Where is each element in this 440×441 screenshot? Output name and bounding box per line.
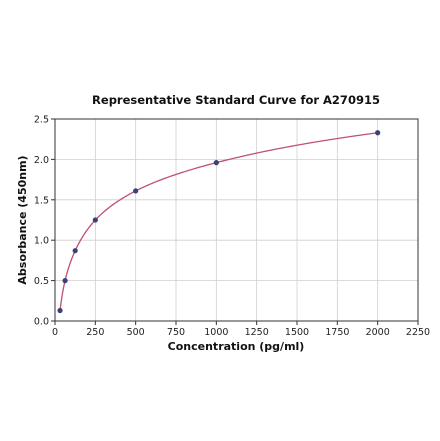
y-tick-label: 1.0: [34, 236, 49, 247]
plot-frame: [54, 118, 419, 322]
x-tick-label: 1500: [285, 327, 309, 338]
x-axis-label: Concentration (pg/ml): [168, 340, 305, 353]
axes: [54, 118, 419, 322]
y-axis-ticks: 0.0 0.5 1.0 1.5 2.0 2.5: [34, 115, 55, 328]
x-tick-label: 750: [167, 327, 185, 338]
data-points: [57, 130, 381, 314]
grid: [54, 118, 419, 322]
x-tick-label: 1250: [245, 327, 269, 338]
x-tick-label: 2250: [406, 327, 430, 338]
data-point: [72, 248, 78, 254]
data-point: [57, 307, 63, 314]
x-tick-label: 0: [52, 327, 58, 338]
data-point: [62, 278, 68, 284]
x-tick-label: 1750: [325, 327, 349, 338]
y-tick-label: 1.5: [34, 195, 49, 206]
y-tick-label: 0.5: [34, 276, 49, 287]
x-tick-label: 2000: [366, 327, 390, 338]
chart-title: Representative Standard Curve for A27091…: [92, 93, 380, 107]
y-tick-label: 2.5: [34, 115, 49, 126]
y-tick-label: 2.0: [34, 155, 49, 166]
data-point: [375, 130, 381, 136]
x-tick-label: 500: [127, 327, 145, 338]
y-tick-label: 0.0: [34, 317, 49, 328]
y-axis-label: Absorbance (450nm): [16, 155, 29, 284]
x-tick-label: 1000: [204, 327, 228, 338]
x-axis-ticks: 0 250 500 750 1000 1250 1500 1750 2000 2250: [52, 321, 430, 338]
data-point: [213, 160, 219, 166]
data-point: [92, 217, 98, 223]
data-point: [133, 188, 139, 194]
x-tick-label: 250: [86, 327, 104, 338]
